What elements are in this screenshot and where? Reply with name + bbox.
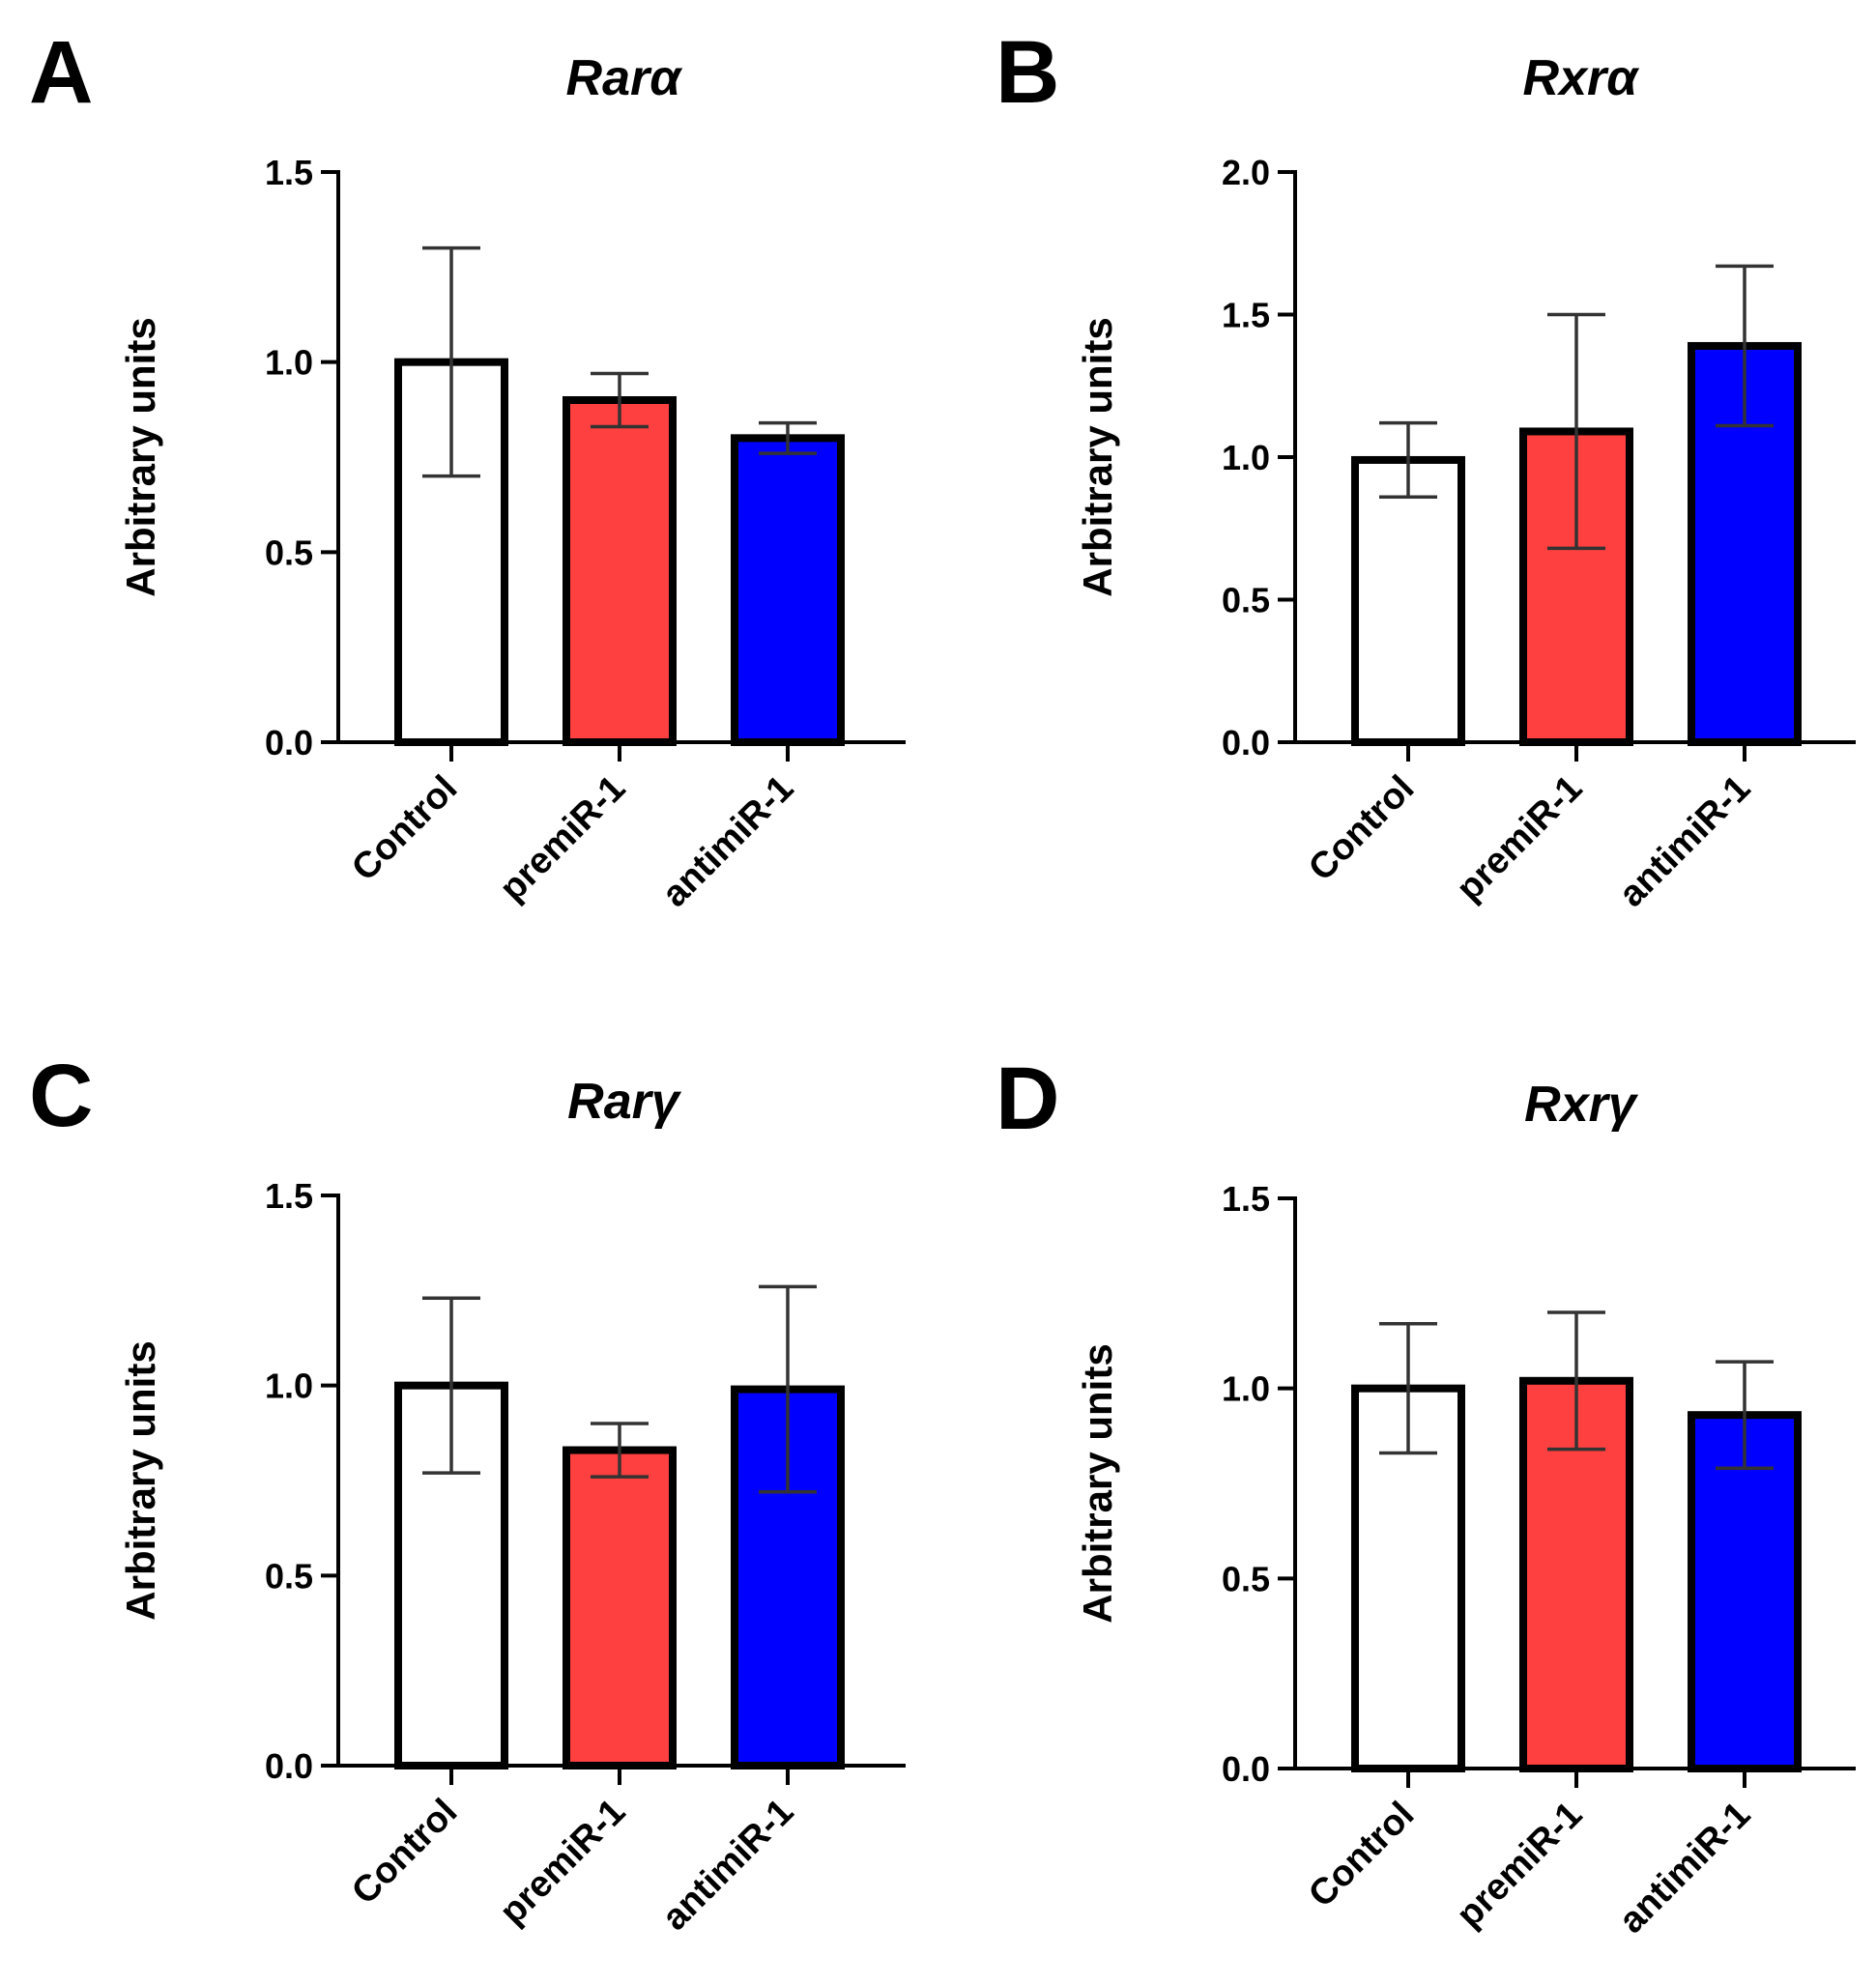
x-tick-label: antimiR-1 — [654, 1792, 801, 1939]
panel-A: A Rarα Arbitrary units 0.0 0.5 1.0 1.5 Control p… — [29, 23, 906, 915]
bar-premiR-1 — [563, 396, 677, 746]
y-tick-label: 0.0 — [265, 723, 313, 762]
y-tick-label: 1.5 — [1222, 1179, 1270, 1219]
y-tick-label: 0.5 — [265, 1556, 313, 1596]
y-tick-label: 1.0 — [265, 1366, 313, 1406]
x-tick-label: premiR-1 — [492, 1792, 633, 1933]
y-tick-label: 1.0 — [1222, 438, 1270, 477]
x-tick-label: Control — [344, 768, 465, 889]
y-tick-label: 0.0 — [265, 1746, 313, 1786]
panel-title: Rxrα — [1523, 50, 1641, 106]
y-tick-label: 0.5 — [1222, 1559, 1270, 1598]
x-tick-label: premiR-1 — [1449, 768, 1590, 909]
x-tick-label: premiR-1 — [492, 768, 633, 909]
panel-title: Rarγ — [567, 1074, 682, 1130]
panel-letter: B — [996, 23, 1059, 122]
panel-B: B Rxrα Arbitrary units 0.0 0.5 1.0 1.5 2.0 Contr… — [996, 23, 1856, 915]
x-tick-label: Control — [344, 1792, 465, 1913]
y-axis-label: Arbitrary units — [118, 317, 163, 596]
bar-premiR-1 — [563, 1446, 677, 1769]
y-tick-label: 1.5 — [1222, 296, 1270, 335]
bar-Control — [1351, 455, 1465, 746]
x-tick-label: antimiR-1 — [1611, 1795, 1758, 1942]
bar-antimiR-1 — [731, 434, 845, 746]
x-tick-label: Control — [1301, 1795, 1422, 1915]
panel-letter: D — [996, 1050, 1059, 1148]
y-tick-label: 0.0 — [1222, 1749, 1270, 1789]
x-tick-label: antimiR-1 — [654, 768, 801, 915]
y-tick-label: 0.0 — [1222, 723, 1270, 762]
panel-title: Rxrγ — [1524, 1077, 1639, 1133]
panel-D: D Rxrγ Arbitrary units 0.0 0.5 1.0 1.5 Control p… — [996, 1050, 1856, 1942]
y-tick-label: 0.5 — [265, 532, 313, 572]
y-axis-label: Arbitrary units — [118, 1340, 163, 1620]
y-axis-label: Arbitrary units — [1075, 1343, 1120, 1623]
x-tick-label: antimiR-1 — [1611, 768, 1758, 915]
y-tick-label: 1.5 — [265, 1176, 313, 1216]
y-tick-label: 1.0 — [1222, 1369, 1270, 1409]
y-tick-label: 2.0 — [1222, 153, 1270, 192]
y-axis-label: Arbitrary units — [1075, 317, 1120, 596]
y-tick-label: 1.5 — [265, 153, 313, 192]
x-tick-label: Control — [1301, 768, 1422, 889]
panel-C: C Rarγ Arbitrary units 0.0 0.5 1.0 1.5 Control p… — [29, 1047, 906, 1939]
panel-title: Rarα — [566, 50, 684, 106]
y-tick-label: 0.5 — [1222, 581, 1270, 620]
panel-letter: C — [29, 1047, 93, 1145]
y-tick-label: 1.0 — [265, 343, 313, 383]
panel-letter: A — [29, 23, 93, 122]
x-tick-label: premiR-1 — [1449, 1795, 1590, 1936]
